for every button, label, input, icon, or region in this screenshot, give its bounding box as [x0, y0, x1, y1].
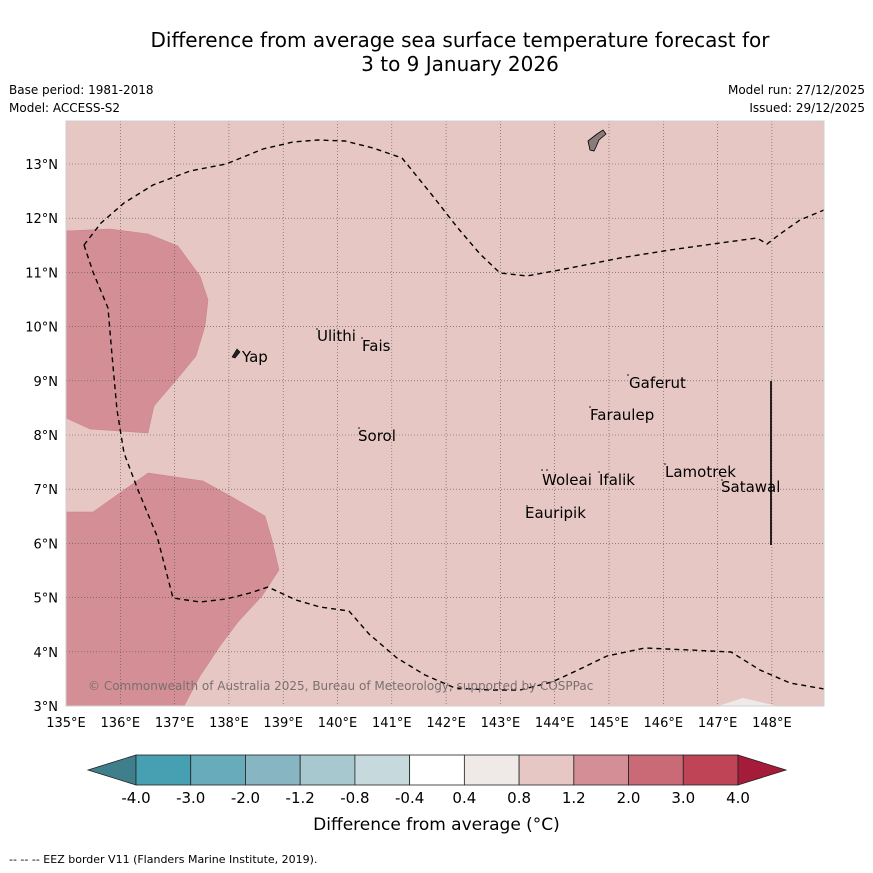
colorbar-segment	[628, 754, 684, 786]
base-period: Base period: 1981-2018	[9, 83, 154, 97]
place-sorol: Sorol	[358, 427, 396, 445]
colorbar-tick-label: 0.8	[507, 789, 531, 807]
colorbar-tick-label: -1.2	[286, 789, 315, 807]
chart-title: Difference from average sea surface temp…	[0, 28, 873, 76]
guam-island	[587, 129, 607, 152]
yap-island	[231, 348, 241, 359]
colorbar-segment	[682, 754, 739, 786]
lon-label: 145°E	[589, 716, 629, 731]
lat-label: 13°N	[25, 158, 58, 173]
lon-label: 139°E	[263, 716, 303, 731]
graticule	[66, 121, 824, 706]
colorbar-segment	[409, 754, 465, 786]
lon-label: 140°E	[318, 716, 358, 731]
colorbar-segment	[299, 754, 356, 786]
colorbar-tick-label: 1.2	[562, 789, 586, 807]
lat-label: 5°N	[34, 592, 59, 607]
colorbar-tick-label: -3.0	[176, 789, 205, 807]
meta-right: Model run: 27/12/2025 Issued: 29/12/2025	[728, 81, 865, 117]
lat-label: 9°N	[34, 375, 59, 390]
anomaly-region-light	[718, 698, 778, 706]
eez-border-west	[83, 244, 825, 691]
place-eauripik: Eauripik	[525, 504, 586, 522]
eez-border-main	[83, 139, 825, 277]
colorbar-segment	[573, 754, 629, 786]
model-name: Model: ACCESS-S2	[9, 101, 121, 115]
colorbar-extend-low	[86, 754, 137, 786]
title-line-1: Difference from average sea surface temp…	[150, 28, 770, 52]
atoll-dots	[316, 328, 723, 507]
colorbar-tick-label: -2.0	[231, 789, 260, 807]
lat-label: 12°N	[25, 212, 58, 227]
lon-label: 142°E	[426, 716, 466, 731]
place-fais: Fais	[362, 337, 391, 355]
colorbar-tick-label: -0.4	[395, 789, 424, 807]
anomaly-region-south	[65, 472, 280, 707]
title-line-2: 3 to 9 January 2026	[361, 52, 559, 76]
meta-left: Base period: 1981-2018 Model: ACCESS-S2	[9, 81, 154, 117]
eez-footnote: -- -- -- EEZ border V11 (Flanders Marine…	[9, 853, 318, 866]
colorbar: -4.0 -3.0 -2.0 -1.2 -0.8 -0.4 0.4 0.8 1.2 2.0 3.0 4…	[86, 754, 788, 807]
colorbar-segment	[190, 754, 246, 786]
latitude-labels: 3°N 4°N 5°N 6°N 7°N 8°N 9°N 10°N 11°N 12°N 13°N	[25, 158, 58, 715]
lon-label: 136°E	[101, 716, 141, 731]
lat-label: 8°N	[34, 429, 59, 444]
colorbar-tick-label: 3.0	[671, 789, 695, 807]
place-ulithi: Ulithi	[317, 327, 356, 345]
map-frame	[65, 120, 825, 707]
place-yap: Yap	[241, 348, 268, 366]
lon-label: 148°E	[752, 716, 792, 731]
lat-label: 4°N	[34, 646, 59, 661]
colorbar-segment	[354, 754, 411, 786]
lon-label: 138°E	[209, 716, 249, 731]
colorbar-title: Difference from average (°C)	[313, 815, 560, 835]
place-faraulep: Faraulep	[590, 406, 654, 424]
colorbar-segment	[463, 754, 520, 786]
place-satawal: Satawal	[721, 478, 780, 496]
place-gaferut: Gaferut	[629, 374, 686, 392]
colorbar-segment	[245, 754, 301, 786]
issued-date: Issued: 29/12/2025	[749, 101, 865, 115]
colorbar-segment	[135, 754, 192, 786]
lat-label: 7°N	[34, 483, 59, 498]
place-woleai: Woleai	[542, 471, 592, 489]
lat-label: 3°N	[34, 700, 59, 715]
colorbar-tick-label: -0.8	[340, 789, 369, 807]
place-lamotrek: Lamotrek	[665, 463, 736, 481]
colorbar-extend-high	[737, 754, 788, 786]
colorbar-tick-label: -4.0	[121, 789, 150, 807]
colorbar-tick-label: 4.0	[726, 789, 750, 807]
place-ifalik: Ifalik	[599, 471, 635, 489]
lon-label: 141°E	[372, 716, 412, 731]
lon-label: 147°E	[698, 716, 738, 731]
copyright-note: © Commonwealth of Australia 2025, Bureau…	[88, 679, 593, 693]
colorbar-tick-label: 2.0	[617, 789, 641, 807]
lon-label: 137°E	[155, 716, 195, 731]
colorbar-tick-label: 0.4	[452, 789, 476, 807]
colorbar-segment	[518, 754, 575, 786]
lat-label: 11°N	[25, 266, 58, 281]
longitude-labels: 135°E 136°E 137°E 138°E 139°E 140°E 141°E 142°E…	[46, 716, 791, 731]
lat-label: 6°N	[34, 537, 59, 552]
anomaly-region-north	[65, 228, 209, 434]
model-run: Model run: 27/12/2025	[727, 83, 865, 97]
lat-label: 10°N	[25, 321, 58, 336]
lon-label: 135°E	[46, 716, 86, 731]
lon-label: 143°E	[481, 716, 521, 731]
lon-label: 146°E	[644, 716, 684, 731]
lon-label: 144°E	[535, 716, 575, 731]
